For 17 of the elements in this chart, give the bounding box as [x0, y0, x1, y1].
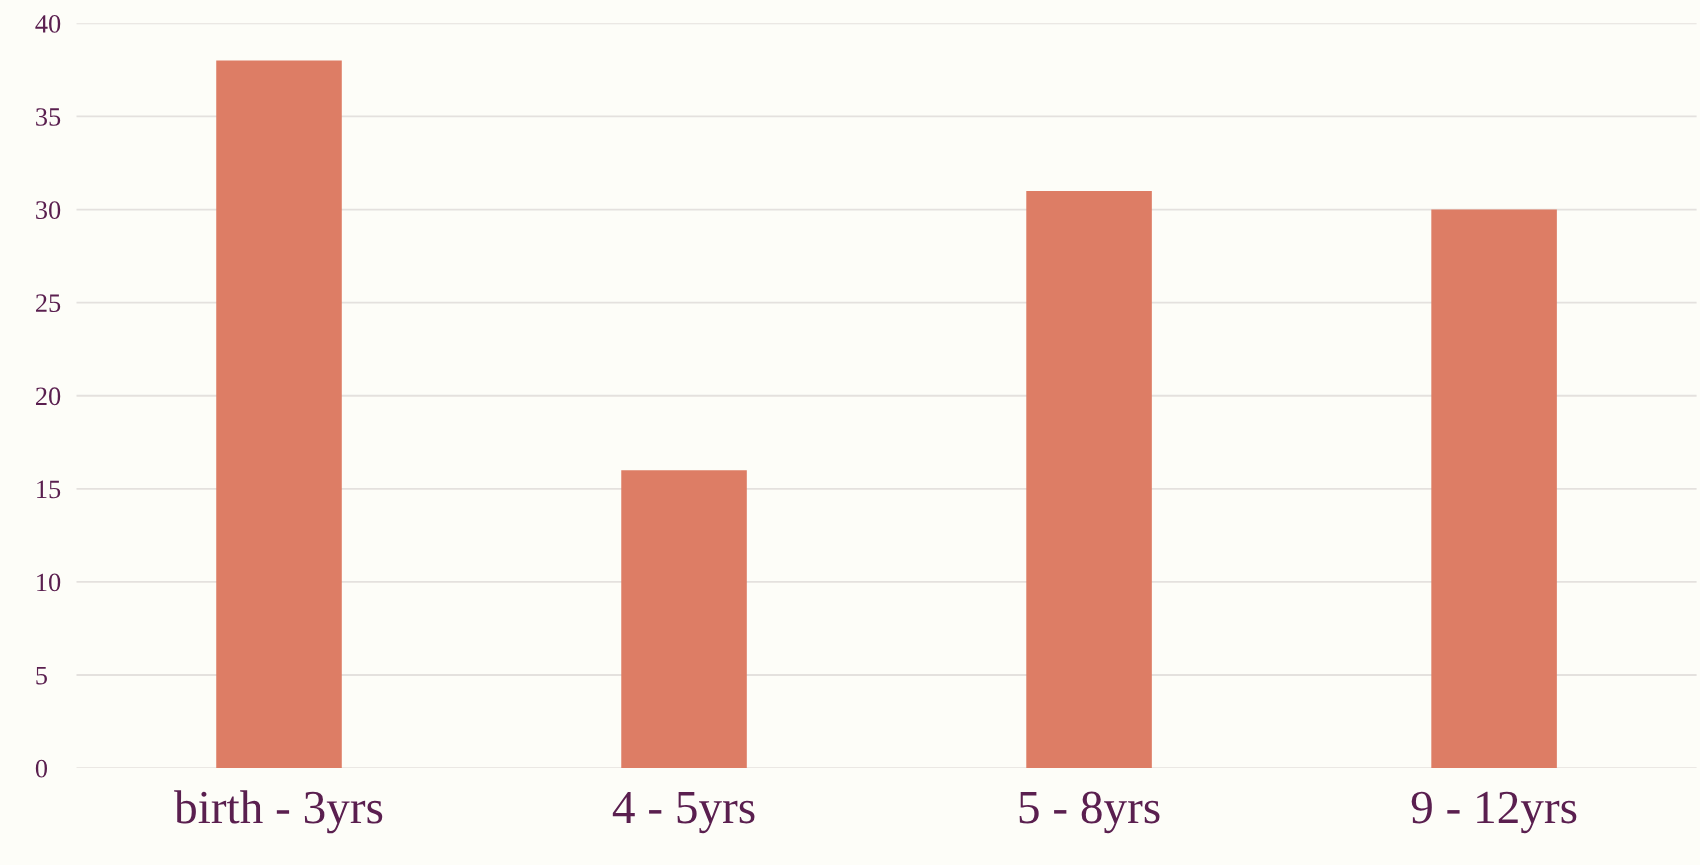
y-tick-label: 20: [35, 387, 61, 406]
y-tick-label: 10: [37, 573, 61, 592]
bar: [1026, 190, 1152, 769]
x-tick-label: 5 - 8yrs: [1019, 791, 1160, 834]
y-tick-label: 30: [36, 201, 61, 219]
y-tick-label: 5: [36, 666, 47, 685]
y-tick-label: 35: [36, 108, 61, 126]
x-tick-label: birth - 3yrs: [174, 790, 383, 834]
bar: [216, 60, 342, 769]
y-tick-label: 25: [35, 294, 61, 313]
y-tick-label: 15: [37, 480, 61, 499]
bar: [621, 470, 747, 769]
x-tick-label: 4 - 5yrs: [612, 791, 755, 834]
y-tick-label: 40: [35, 14, 61, 33]
x-tick-label: 9 - 12yrs: [1411, 791, 1577, 834]
bar: [1431, 209, 1557, 769]
y-tick-label: 0: [35, 759, 48, 778]
